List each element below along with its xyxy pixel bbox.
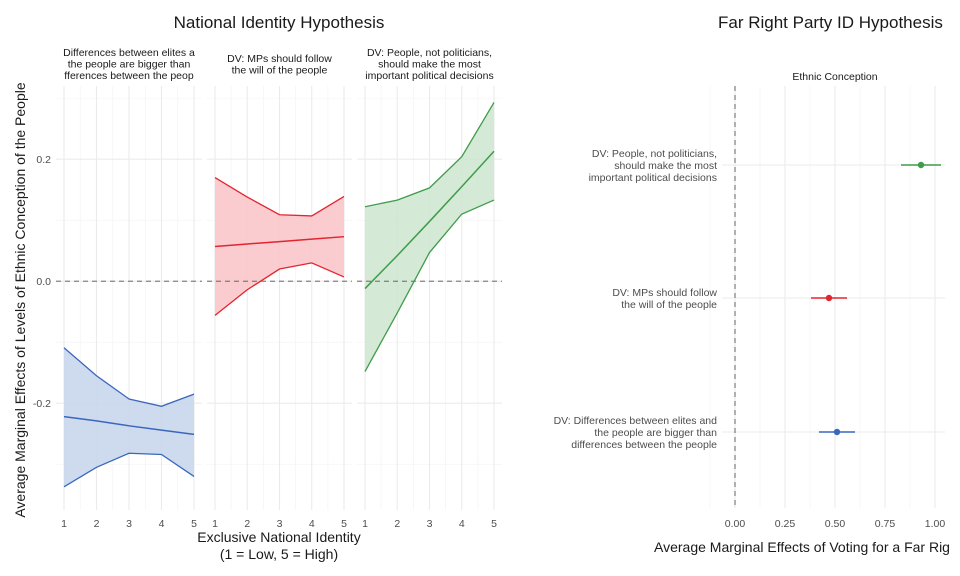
estimate-point [918, 162, 924, 168]
x-tick-label: 1.00 [925, 518, 946, 530]
left-y-tick-label: -0.2 [33, 398, 51, 410]
estimate-point [834, 429, 840, 435]
x-tick-label: 1 [362, 518, 368, 530]
left-x-axis-label-line2: (1 = Low, 5 = High) [220, 546, 338, 562]
category-label: DV: MPs should follow [612, 287, 717, 299]
x-tick-label: 0.25 [775, 518, 796, 530]
x-tick-label: 0.00 [725, 518, 746, 530]
category-label: differences between the people [571, 439, 717, 451]
x-tick-label: 3 [277, 518, 283, 530]
facet-strip-label: DV: People, not politicians, [367, 47, 492, 59]
right-chart-title: Far Right Party ID Hypothesis [718, 13, 943, 32]
left-y-tick-label: 0.2 [36, 154, 51, 166]
category-label: important political decisions [589, 172, 717, 184]
national-identity-chart: National Identity Hypothesis Average Mar… [12, 13, 502, 562]
x-tick-label: 3 [126, 518, 132, 530]
x-tick-label: 4 [309, 518, 315, 530]
category-label: should make the most [614, 160, 717, 172]
right-plot-area: DV: People, not politicians,should make … [554, 86, 946, 530]
category-label: DV: Differences between elites and [554, 415, 718, 427]
left-y-ticks: 0.2 0.0 -0.2 [33, 154, 51, 410]
x-tick-label: 5 [191, 518, 197, 530]
left-x-axis-label-line1: Exclusive National Identity [197, 529, 360, 545]
facet-strip-label: DV: MPs should follow [227, 53, 332, 65]
left-chart-title: National Identity Hypothesis [174, 13, 385, 32]
right-x-axis-label: Average Marginal Effects of Voting for a… [654, 539, 950, 555]
x-tick-label: 5 [491, 518, 497, 530]
left-y-axis-label: Average Marginal Effects of Levels of Et… [12, 82, 28, 518]
x-tick-label: 1 [212, 518, 218, 530]
x-tick-label: 1 [61, 518, 67, 530]
facet-strip-label: should make the most [378, 59, 481, 71]
category-label: the will of the people [621, 299, 717, 311]
facet-strip-label: the people are bigger than [68, 59, 191, 71]
facet-strip-label: fferences between the peop [64, 70, 194, 82]
x-tick-label: 2 [394, 518, 400, 530]
facet-strip-label: important political decisions [365, 70, 493, 82]
facet-strip-label: Differences between elites a [63, 47, 195, 59]
estimate-point [826, 295, 832, 301]
x-tick-label: 2 [94, 518, 100, 530]
facet-panel: DV: People, not politicians,should make … [357, 47, 502, 530]
right-panel-strip: Ethnic Conception [792, 71, 877, 83]
x-tick-label: 0.50 [825, 518, 846, 530]
far-right-chart: Far Right Party ID Hypothesis Ethnic Con… [554, 13, 950, 555]
x-tick-label: 3 [427, 518, 433, 530]
x-tick-label: 5 [341, 518, 347, 530]
category-label: DV: People, not politicians, [592, 148, 717, 160]
x-tick-label: 2 [244, 518, 250, 530]
category-label: the people are bigger than [594, 427, 717, 439]
left-y-tick-label: 0.0 [36, 276, 51, 288]
facet-strip-label: the will of the people [232, 65, 328, 77]
x-tick-label: 4 [159, 518, 165, 530]
x-tick-label: 4 [459, 518, 465, 530]
x-tick-label: 0.75 [875, 518, 896, 530]
